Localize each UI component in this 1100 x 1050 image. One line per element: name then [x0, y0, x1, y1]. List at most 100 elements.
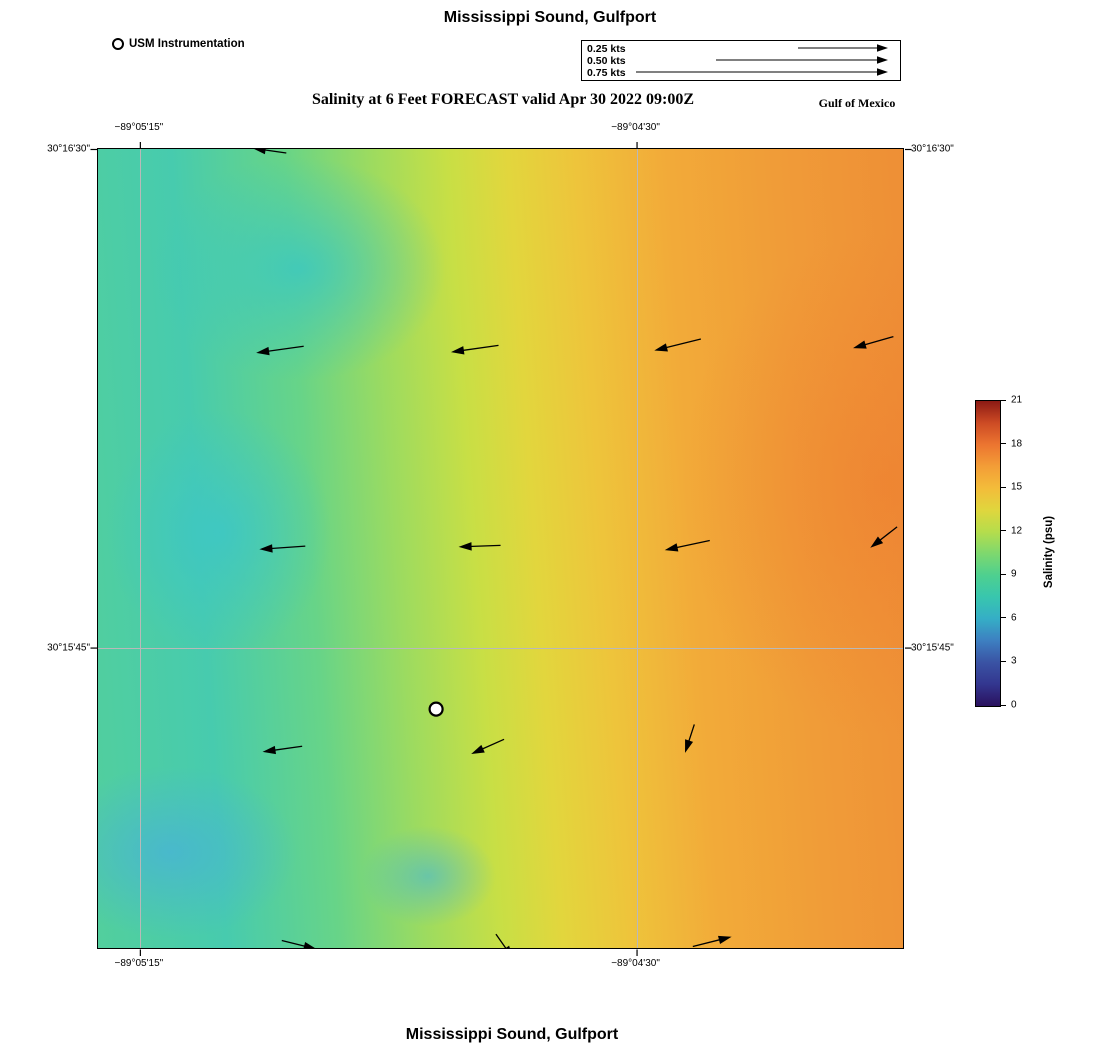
current-vector	[471, 738, 505, 754]
current-vector-head	[664, 543, 679, 552]
vector-scale-item-label: 0.25 kts	[587, 42, 626, 55]
colorbar	[975, 400, 1001, 707]
current-vector-head	[870, 536, 884, 548]
colorbar-tick	[1001, 399, 1006, 401]
colorbar-tick-label: 12	[1011, 525, 1023, 537]
colorbar-tick-label: 6	[1011, 612, 1017, 624]
colorbar-gradient	[976, 401, 1000, 706]
current-vector	[495, 933, 514, 948]
station-marker-icon	[112, 38, 124, 50]
current-vector-line	[262, 149, 287, 154]
page-title-bottom: Mississippi Sound, Gulfport	[405, 1026, 619, 1043]
x-axis-labels-bottom: −89°05'15" −89°04'30"	[97, 958, 902, 972]
current-vector-line	[495, 933, 508, 948]
current-vector	[654, 338, 702, 352]
current-vector-head	[458, 542, 472, 551]
colorbar-ticks: 0 3 6 9 12 15 18 21	[1001, 395, 1043, 711]
current-vector	[685, 724, 695, 753]
vector-scale-arrows	[636, 44, 888, 76]
station-legend: USM Instrumentation	[112, 38, 245, 50]
colorbar-tick-label: 18	[1011, 438, 1023, 450]
current-vector	[692, 935, 732, 948]
current-vector	[664, 539, 710, 552]
colorbar-tick-label: 3	[1011, 655, 1017, 667]
current-vector-head	[717, 935, 732, 944]
current-vector	[458, 542, 501, 551]
current-vector-line	[862, 335, 894, 347]
current-vector	[256, 345, 304, 356]
current-vector-line	[687, 724, 695, 744]
current-vector-head	[685, 739, 694, 753]
region-label: Gulf of Mexico	[818, 96, 896, 110]
colorbar-tick	[1001, 573, 1006, 575]
axis-tick-label: −89°05'15"	[114, 122, 164, 133]
current-vector-line	[663, 338, 702, 349]
current-vector	[870, 526, 898, 548]
vector-scale-legend: 0.25 kts 0.50 kts 0.75 kts	[581, 40, 901, 81]
colorbar-tick	[1001, 704, 1006, 706]
current-vector-head	[303, 941, 317, 948]
colorbar-tick	[1001, 660, 1006, 662]
y-axis-labels-left: 30°16'30" 30°15'45"	[0, 144, 90, 948]
scale-arrow-head	[877, 56, 888, 64]
current-vector-line	[460, 344, 499, 352]
plot-subtitle: Salinity at 6 Feet FORECAST valid Apr 30…	[311, 91, 695, 108]
current-vector-head	[471, 744, 485, 754]
current-vector-head	[262, 745, 276, 755]
gridline-vertical	[139, 149, 141, 948]
vector-field	[252, 149, 898, 948]
axis-tick-label: 30°16'30"	[47, 143, 90, 155]
plot-area	[97, 148, 904, 949]
colorbar-tick	[1001, 617, 1006, 619]
colorbar-tick	[1001, 443, 1006, 445]
axis-tick-label: −89°05'15"	[114, 958, 164, 969]
current-vector-line	[480, 738, 505, 751]
current-vector-line	[468, 544, 501, 548]
y-axis-labels-right: 30°16'30" 30°15'45"	[911, 144, 1001, 948]
current-vector-head	[252, 149, 267, 155]
current-vector-line	[674, 539, 710, 549]
station-marker	[428, 701, 444, 717]
current-vector	[281, 939, 317, 948]
vector-scale-item-label: 0.75 kts	[587, 66, 626, 79]
current-vector	[450, 344, 499, 355]
current-vector-head	[450, 346, 465, 355]
colorbar-tick-label: 9	[1011, 568, 1017, 580]
colorbar-tick	[1001, 530, 1006, 532]
current-vector-line	[272, 745, 303, 752]
vector-scale-item-label: 0.50 kts	[587, 54, 626, 67]
x-axis-labels-top: −89°05'15" −89°04'30"	[97, 122, 902, 136]
axis-tick-label: −89°04'30"	[611, 958, 660, 969]
current-vector-line	[265, 345, 304, 353]
current-vector	[252, 149, 287, 155]
current-vector-line	[281, 939, 308, 948]
axis-tick-label: −89°04'30"	[611, 122, 660, 133]
axis-tick-label: 30°15'45"	[911, 642, 954, 654]
scale-arrow-head	[877, 68, 888, 76]
current-vector-head	[259, 544, 273, 553]
colorbar-tick-label: 0	[1011, 699, 1017, 711]
scale-arrow-head	[877, 44, 888, 52]
current-vector-head	[654, 343, 668, 352]
current-vector	[259, 544, 306, 553]
page-title: Mississippi Sound, Gulfport	[443, 9, 657, 26]
current-vector	[262, 745, 303, 755]
gridline-vertical	[636, 149, 638, 948]
colorbar-tick-label: 21	[1011, 394, 1023, 406]
colorbar-label: Salinity (psu)	[1043, 515, 1055, 589]
axis-tick-label: 30°15'45"	[47, 642, 90, 654]
current-vector-line	[877, 526, 898, 543]
vector-scale-labels: 0.25 kts 0.50 kts 0.75 kts	[587, 43, 626, 79]
salinity-heatmap	[98, 149, 903, 948]
gridline-horizontal	[98, 647, 903, 649]
colorbar-tick	[1001, 486, 1006, 488]
current-vector-line	[692, 938, 723, 948]
current-vector-head	[853, 340, 867, 349]
gridlines	[98, 149, 903, 948]
current-vector-head	[256, 346, 270, 356]
axis-tick-label: 30°16'30"	[911, 143, 954, 155]
station-legend-label: USM Instrumentation	[129, 38, 245, 50]
current-vector	[853, 335, 894, 349]
current-vector-line	[269, 545, 306, 550]
